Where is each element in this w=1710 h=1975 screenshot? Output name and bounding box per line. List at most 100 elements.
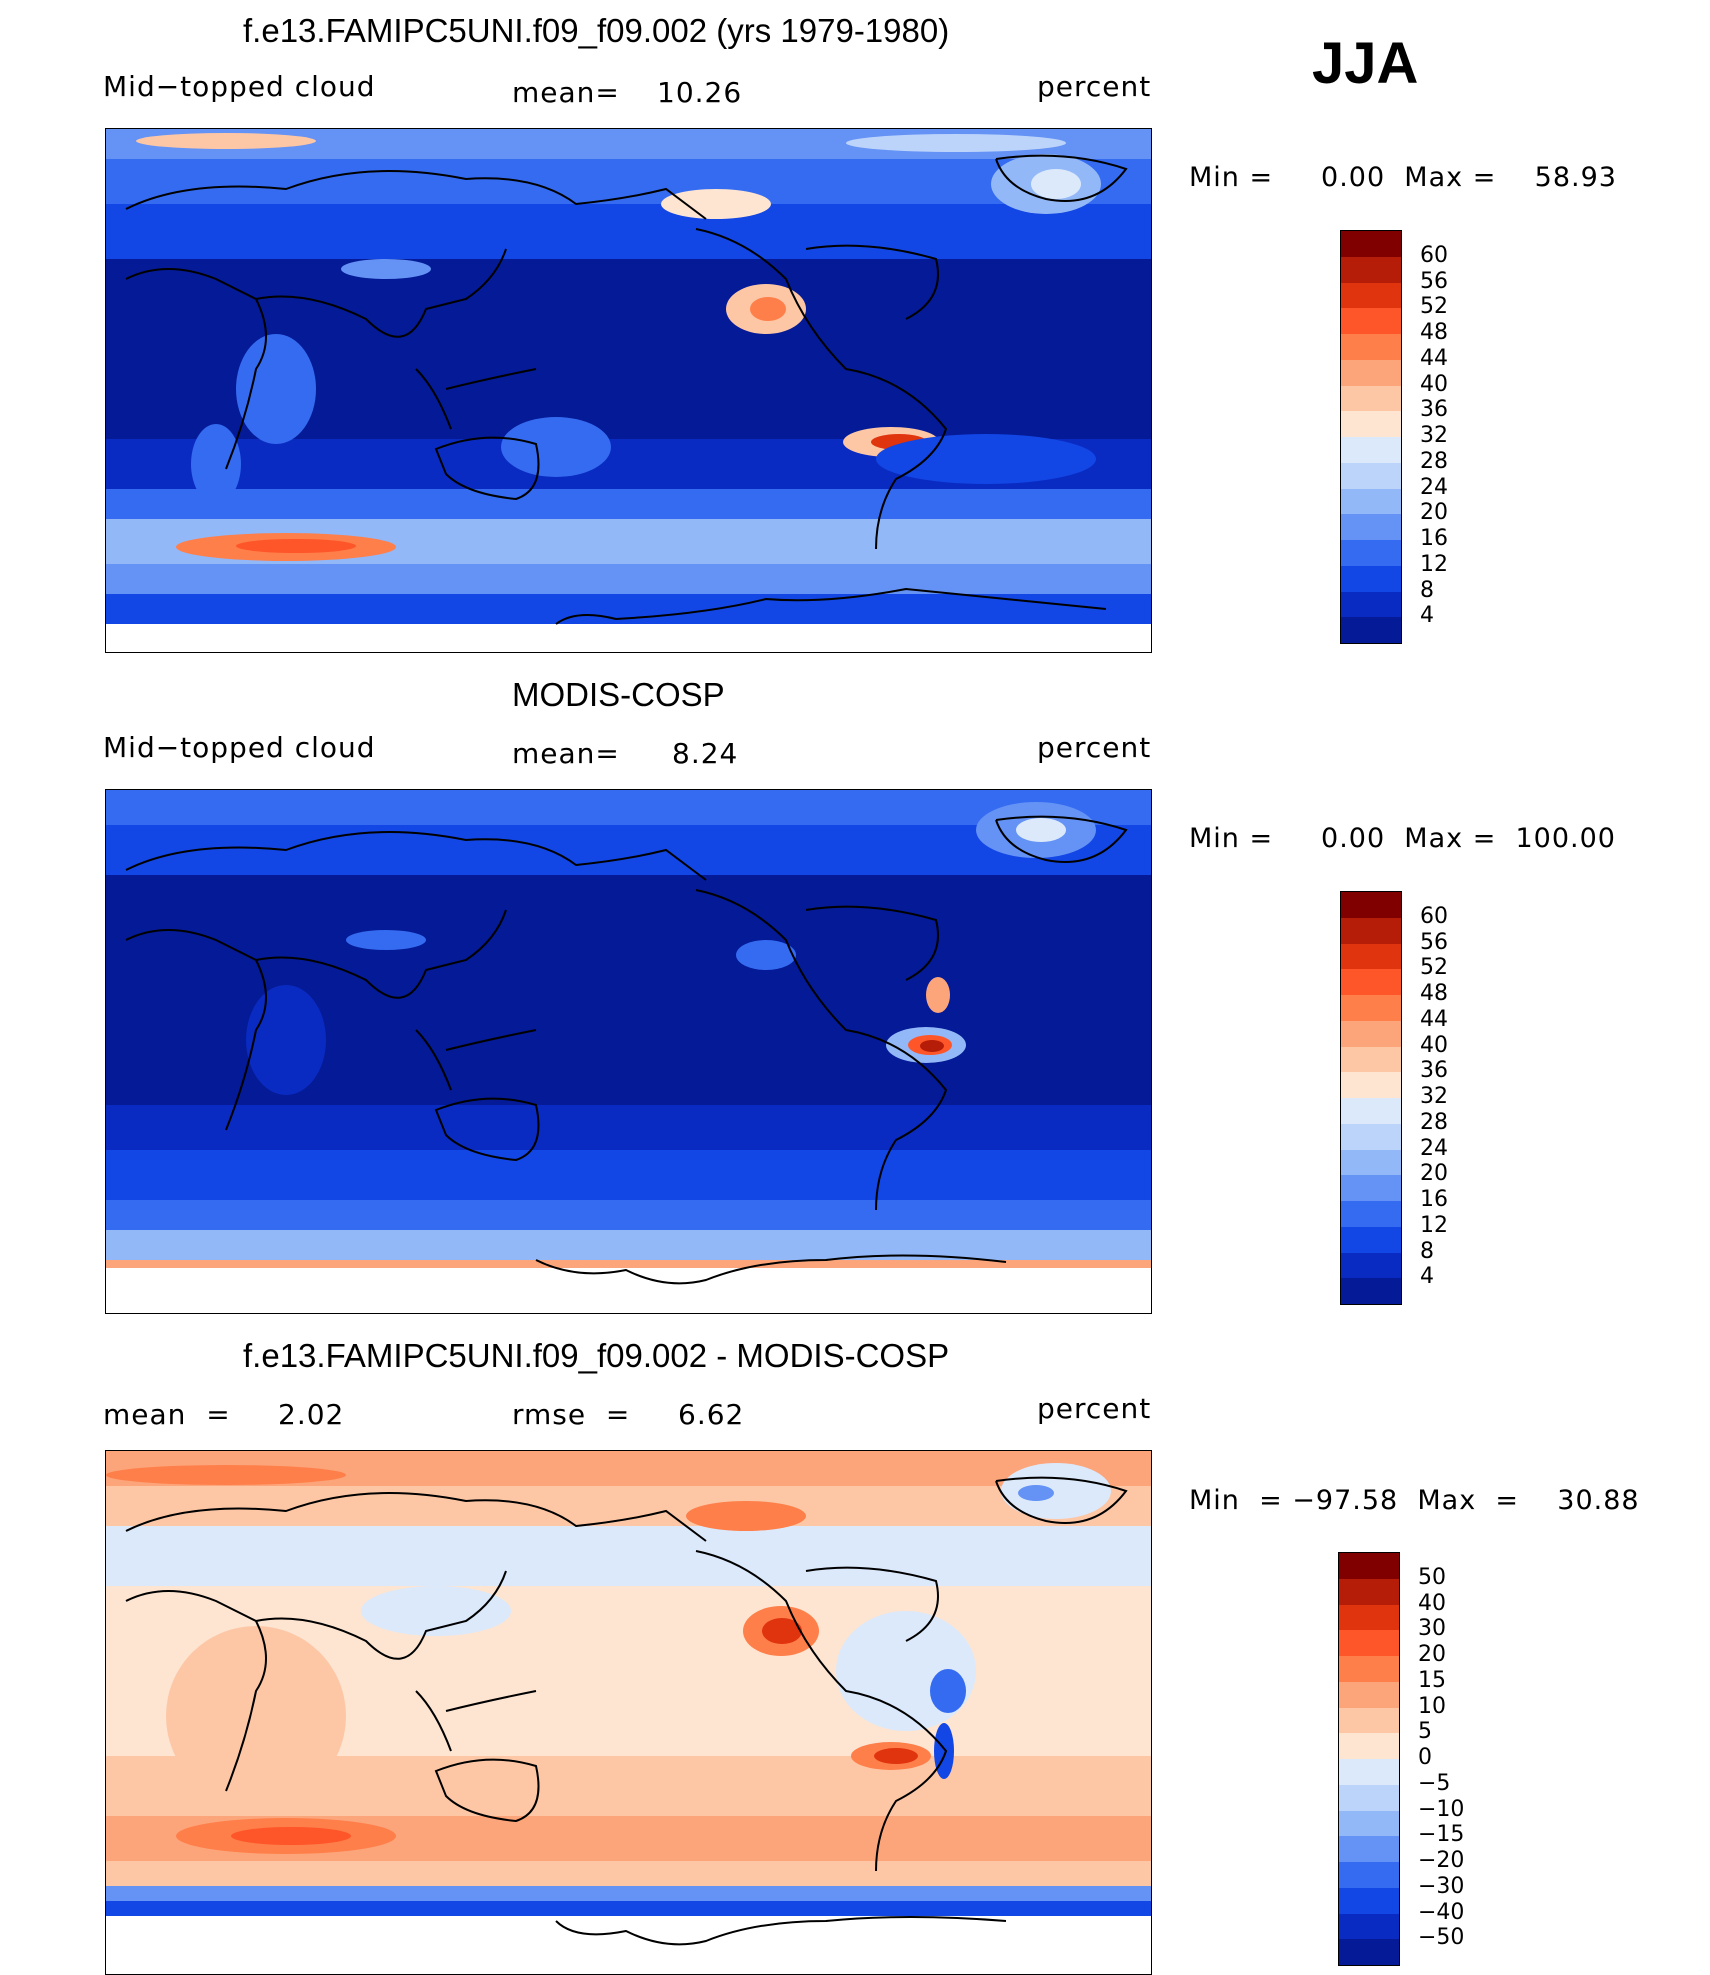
- colorbar-tick-label: −30: [1418, 1873, 1465, 1899]
- colorbar-tick-label: −50: [1418, 1925, 1465, 1951]
- panel-1-min-max: Min = 0.00 Max = 58.93: [1189, 162, 1617, 193]
- panel-3-map-svg: [106, 1451, 1151, 1974]
- colorbar-swatch: [1341, 1175, 1401, 1202]
- colorbar-swatch: [1341, 308, 1401, 335]
- colorbar-swatch: [1341, 995, 1401, 1022]
- colorbar-swatch: [1339, 1836, 1399, 1863]
- colorbar-tick-label: −10: [1418, 1796, 1465, 1822]
- colorbar-tick-label: 4: [1420, 603, 1434, 629]
- colorbar-swatch: [1339, 1939, 1399, 1965]
- colorbar-tick-label: 5: [1418, 1719, 1432, 1745]
- colorbar-swatch: [1341, 892, 1401, 919]
- colorbar-swatch: [1341, 591, 1401, 619]
- colorbar-tick-label: 20: [1420, 1161, 1448, 1187]
- colorbar-swatch: [1341, 359, 1401, 387]
- panel-3-mean-label: mean =: [103, 1398, 231, 1431]
- panel-2-variable: Mid−topped cloud: [103, 731, 376, 764]
- colorbar-swatch: [1341, 256, 1401, 284]
- colorbar-swatch: [1341, 437, 1401, 464]
- panel-1-map-svg: [106, 129, 1151, 652]
- colorbar-tick-label: 15: [1418, 1667, 1446, 1693]
- colorbar-swatch: [1341, 1226, 1401, 1254]
- colorbar-swatch: [1339, 1553, 1399, 1580]
- colorbar-swatch: [1341, 1098, 1401, 1125]
- colorbar-tick-label: 52: [1420, 955, 1448, 981]
- colorbar-tick-label: 60: [1420, 242, 1448, 268]
- colorbar-tick-label: 50: [1418, 1564, 1446, 1590]
- colorbar-swatch: [1341, 1149, 1401, 1177]
- colorbar-swatch: [1341, 514, 1401, 541]
- colorbar-tick-label: 24: [1420, 474, 1448, 500]
- panel-1-colorbar: [1340, 230, 1402, 644]
- panel-1-mean-label: mean=: [512, 76, 620, 109]
- colorbar-tick-label: 8: [1420, 577, 1434, 603]
- colorbar-swatch: [1339, 1784, 1399, 1812]
- season-label: JJA: [1312, 31, 1419, 96]
- colorbar-tick-label: 30: [1418, 1616, 1446, 1642]
- panel-1-title: f.e13.FAMIPC5UNI.f09_f09.002 (yrs 1979-1…: [243, 12, 950, 49]
- colorbar-tick-label: 48: [1420, 320, 1448, 345]
- colorbar-tick-label: 44: [1420, 345, 1448, 371]
- colorbar-tick-label: 60: [1420, 903, 1448, 929]
- colorbar-swatch: [1339, 1733, 1399, 1760]
- colorbar-tick-label: 10: [1418, 1693, 1446, 1719]
- colorbar-swatch: [1339, 1887, 1399, 1915]
- colorbar-tick-label: 28: [1420, 448, 1448, 474]
- colorbar-swatch: [1341, 1252, 1401, 1280]
- panel-2-map-svg: [106, 790, 1151, 1313]
- colorbar-swatch: [1341, 462, 1401, 490]
- colorbar-tick-label: −40: [1418, 1899, 1465, 1925]
- colorbar-swatch: [1339, 1681, 1399, 1709]
- panel-2-mean-value: 8.24: [672, 737, 739, 770]
- colorbar-swatch: [1339, 1656, 1399, 1683]
- colorbar-swatch: [1341, 385, 1401, 413]
- colorbar-tick-label: −5: [1418, 1770, 1451, 1796]
- colorbar-swatch: [1341, 1278, 1401, 1304]
- colorbar-tick-label: 20: [1418, 1642, 1446, 1667]
- colorbar-tick-label: 28: [1420, 1109, 1448, 1135]
- colorbar-swatch: [1341, 540, 1401, 567]
- colorbar-swatch: [1339, 1759, 1399, 1786]
- colorbar-tick-label: 32: [1420, 1084, 1448, 1109]
- panel-1-map: [105, 128, 1152, 653]
- panel-3-title: f.e13.FAMIPC5UNI.f09_f09.002 - MODIS-COS…: [243, 1337, 950, 1374]
- colorbar-swatch: [1341, 1123, 1401, 1151]
- colorbar-tick-label: 0: [1418, 1745, 1432, 1770]
- colorbar-tick-label: 36: [1420, 397, 1448, 423]
- panel-3-map: [105, 1450, 1152, 1975]
- panel-1-variable: Mid−topped cloud: [103, 70, 376, 103]
- panel-2-title: MODIS-COSP: [512, 676, 725, 713]
- colorbar-swatch: [1341, 917, 1401, 945]
- panel-2-units: percent: [1037, 731, 1152, 764]
- colorbar-tick-label: 32: [1420, 423, 1448, 448]
- colorbar-swatch: [1339, 1810, 1399, 1838]
- colorbar-swatch: [1341, 334, 1401, 361]
- panel-3-rmse-value: 6.62: [678, 1398, 745, 1431]
- colorbar-tick-label: −20: [1418, 1848, 1465, 1873]
- colorbar-swatch: [1341, 1201, 1401, 1228]
- colorbar-swatch: [1339, 1604, 1399, 1632]
- colorbar-swatch: [1339, 1578, 1399, 1606]
- colorbar-swatch: [1339, 1707, 1399, 1735]
- panel-1-mean-value: 10.26: [657, 76, 743, 109]
- colorbar-tick-label: 12: [1420, 551, 1448, 577]
- panel-3-units: percent: [1037, 1392, 1152, 1425]
- panel-2-colorbar: [1340, 891, 1402, 1305]
- colorbar-swatch: [1341, 231, 1401, 258]
- colorbar-tick-label: 36: [1420, 1058, 1448, 1084]
- colorbar-swatch: [1339, 1913, 1399, 1941]
- colorbar-tick-label: 40: [1420, 1032, 1448, 1058]
- colorbar-swatch: [1341, 565, 1401, 593]
- colorbar-tick-label: 44: [1420, 1006, 1448, 1032]
- colorbar-swatch: [1341, 282, 1401, 310]
- panel-3-min-max: Min = −97.58 Max = 30.88: [1189, 1485, 1640, 1516]
- panel-3-mean-value: 2.02: [278, 1398, 345, 1431]
- panel-3-colorbar: [1338, 1552, 1400, 1966]
- colorbar-tick-label: 52: [1420, 294, 1448, 320]
- colorbar-swatch: [1341, 1020, 1401, 1048]
- colorbar-tick-label: 20: [1420, 500, 1448, 526]
- colorbar-swatch: [1341, 411, 1401, 438]
- panel-2-mean-label: mean=: [512, 737, 620, 770]
- panel-2-map: [105, 789, 1152, 1314]
- colorbar-swatch: [1341, 969, 1401, 996]
